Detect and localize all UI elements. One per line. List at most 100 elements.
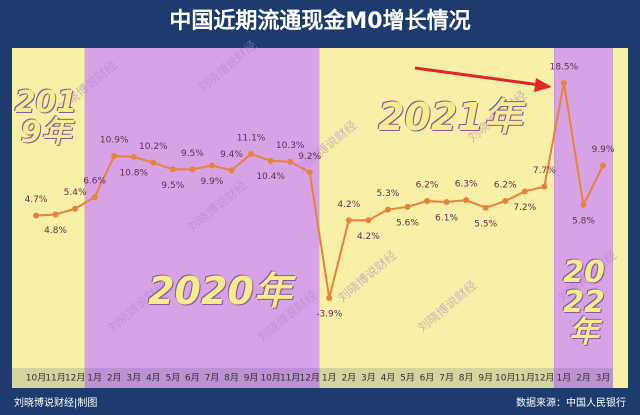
period-band [319,48,555,368]
period-band-axis [12,368,85,388]
series-line [35,82,604,299]
data-point [189,166,196,173]
data-label: 9.4% [220,150,243,160]
data-point [91,194,98,201]
data-label: 6.2% [494,181,517,191]
period-band [554,48,613,368]
data-label: 5.3% [376,189,399,199]
data-label: 7.7% [533,166,556,176]
x-tick-label: 11月 [45,373,65,384]
x-tick-label: 12月 [65,373,85,384]
data-label: 4.7% [25,195,48,205]
data-label: 6.3% [455,180,478,190]
data-label: 7.2% [513,203,536,213]
data-point [52,211,59,218]
data-point [150,159,157,166]
data-label: 5.6% [396,218,419,228]
x-tick-label: 3月 [126,373,141,384]
data-point [384,206,391,213]
data-label: 11.1% [237,134,266,144]
x-tick-label: 10月 [260,373,280,384]
data-label: 10.2% [139,142,168,152]
data-point [169,166,176,173]
source: 数据来源：中国人民银行 [516,396,626,409]
period-band-axis [319,368,555,388]
x-tick-label: 11月 [280,373,300,384]
data-label: 10.9% [100,135,129,145]
data-label: 9.5% [161,181,184,191]
data-label: 10.8% [119,168,148,178]
data-label: 4.2% [337,200,360,210]
data-label: 5.8% [572,216,595,226]
x-tick-label: 7月 [439,373,454,384]
data-point [463,197,470,204]
data-point [365,217,372,224]
data-point [72,205,79,212]
year-label: 2021年 [378,95,522,139]
x-tick-label: 8月 [224,373,239,384]
year-label: 2022年 [563,255,605,350]
data-point [228,167,235,174]
plot: 10月 11月 12月 1月 2月 3月 4月 5月 6月 7月 8月 9月 10月 11月 12月 1月 2月… [25,63,615,384]
period-band-axis [84,368,320,388]
data-label: 9.2% [298,152,321,162]
data-point [33,212,39,219]
data-point [326,295,333,301]
data-label: 4.2% [357,232,380,242]
data-point [600,162,606,169]
x-tick-label: 4月 [381,373,396,384]
data-point [248,151,255,158]
data-label: 5.5% [474,219,497,229]
data-label: 10.4% [256,172,285,182]
x-tick-label: 10月 [26,373,46,384]
period-band-axis [554,368,613,388]
data-point [267,157,274,164]
x-tick-label: 1月 [322,373,337,384]
x-tick-label: 1月 [87,373,102,384]
x-tick-label: 6月 [185,373,200,384]
x-tick-label: 2月 [107,373,122,384]
data-label: 9.5% [181,149,204,159]
data-point [482,204,489,211]
data-label: 18.5% [550,63,579,73]
data-label: 9.9% [201,177,224,187]
data-point [521,188,528,195]
data-point [443,199,450,206]
data-point [111,152,118,159]
data-label: 5.4% [64,188,87,198]
x-tick-label: 12月 [534,373,554,384]
arrow [414,66,541,87]
data-label: 9.9% [592,145,615,155]
x-tick-label: 9月 [478,373,493,384]
data-point [541,183,548,190]
data-point [306,169,313,176]
x-tick-label: 2月 [576,373,591,384]
data-point [130,153,137,160]
x-tick-label: 7月 [205,373,220,384]
x-tick-label: 11月 [515,373,535,384]
x-tick-label: 5月 [400,373,415,384]
data-point [208,162,215,169]
x-tick-label: 9月 [244,373,259,384]
credit: 刘晓博说财经|制图 [14,396,97,409]
data-label: 6.2% [416,181,439,191]
x-tick-label: 3月 [361,373,376,384]
x-tick-label: 1月 [557,373,572,384]
chart-title: 中国近期流通现金M0增长情况 [169,8,470,34]
x-tick-label: 6月 [420,373,435,384]
data-point [345,217,352,224]
year-label: 2020年 [148,269,292,313]
x-tick-label: 12月 [299,373,319,384]
data-label: 4.8% [44,226,67,236]
data-point [287,158,294,165]
data-point [404,203,411,210]
x-tick-label: 4月 [146,373,161,384]
x-tick-label: 2月 [341,373,356,384]
arrow-head [534,78,552,92]
x-tick-label: 8月 [459,373,474,384]
data-point [560,80,567,86]
period-band [84,48,320,368]
data-label: 10.3% [276,141,305,151]
